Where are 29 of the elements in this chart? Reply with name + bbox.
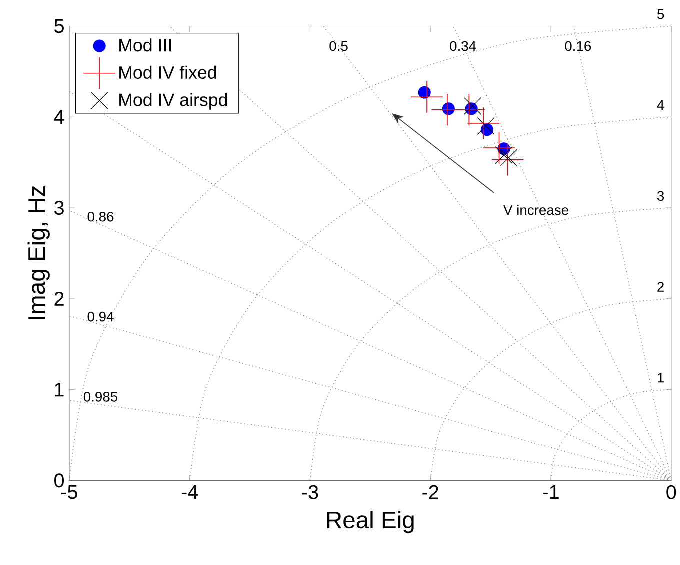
annotation: 0.16 (565, 41, 592, 52)
annotation: 3 (657, 191, 664, 202)
annotation: 1 (658, 373, 664, 383)
annotation: 0.94 (88, 312, 114, 322)
annotation: V increase (504, 204, 568, 216)
annotation: 2 (658, 282, 664, 292)
legend-label: Mod IV fixed (120, 66, 216, 80)
annotation: 0.34 (450, 41, 476, 52)
annotation: 0.86 (88, 212, 114, 222)
x-tick-label: -1 (543, 485, 559, 500)
annotation: 0.985 (84, 392, 118, 402)
x-tick-label: -4 (182, 485, 198, 500)
legend-label: Mod III (120, 38, 172, 52)
x-tick-label: -3 (302, 485, 318, 500)
y-tick-label: 0 (54, 474, 64, 488)
x-tick-label: 0 (666, 485, 676, 500)
legend-label: Mod IV airspd (120, 93, 228, 110)
y-tick-label: 3 (54, 200, 64, 216)
annotation: 0.5 (330, 41, 348, 52)
y-tick-label: 1 (55, 382, 64, 397)
y-tick-label: 5 (54, 19, 64, 34)
x-tick-label: -2 (422, 485, 438, 500)
x-axis-title: Real Eig (327, 511, 414, 534)
text: 5 (658, 10, 664, 20)
x-tick-label: -5 (62, 485, 78, 500)
y-axis-title: Imag Eig, Hz (28, 186, 50, 320)
y-tick-label: 4 (54, 110, 64, 124)
annotation: 4 (657, 100, 664, 110)
y-tick-label: 2 (54, 292, 64, 306)
